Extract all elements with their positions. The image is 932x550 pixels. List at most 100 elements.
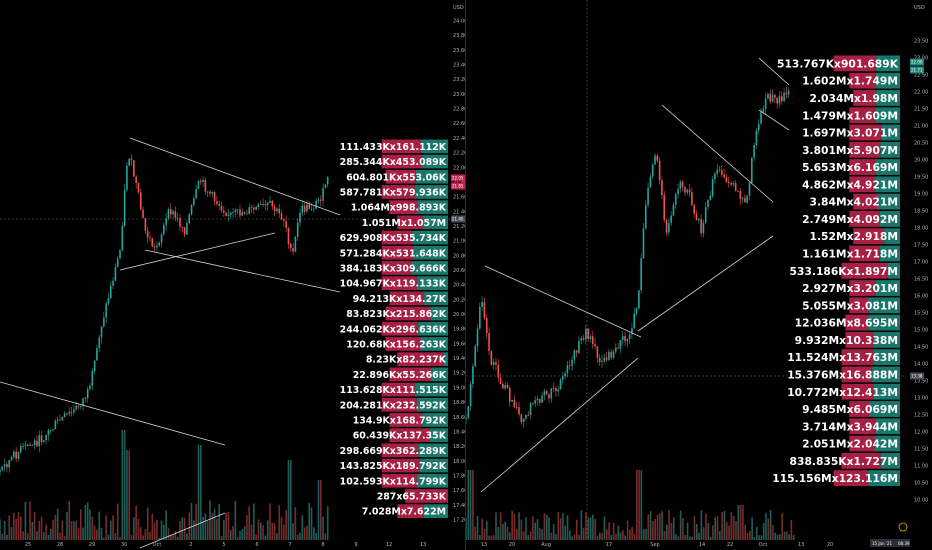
- left-candle: [13, 451, 15, 457]
- volume-profile-sell-bar: [833, 55, 877, 72]
- left-candle: [3, 464, 6, 467]
- left-volume-bar: [241, 529, 244, 540]
- price-tick-label: 20.50: [914, 141, 928, 147]
- price-badge: [451, 182, 465, 190]
- right-volume-bar: [485, 521, 488, 540]
- right-volume-bar: [753, 537, 756, 540]
- volume-profile-sell-bar: [841, 366, 872, 383]
- volume-profile-buy-bar: [429, 428, 448, 442]
- left-candlestick-chart[interactable]: 111.433Kx161.112K 285.344Kx453.089K 604.80…: [0, 0, 465, 550]
- right-candle: [479, 307, 481, 329]
- left-candle: [82, 398, 84, 406]
- volume-profile-sell-bar: [385, 337, 421, 351]
- right-volume-bar: [622, 530, 624, 540]
- left-candle: [139, 192, 142, 210]
- pane-divider[interactable]: [465, 0, 466, 550]
- right-chart-pane[interactable]: 513.767Kx901.689K 1.602Mx1.749M 2.034Mx1.9…: [466, 0, 932, 550]
- volume-profile-label: 629.908Kx535.734K: [340, 233, 447, 244]
- right-volume-bar: [509, 532, 511, 540]
- right-volume-bar: [474, 526, 477, 540]
- right-volume-bar: [682, 518, 684, 540]
- volume-profile-sell-bar: [389, 200, 418, 214]
- time-axis-label: 13: [481, 542, 487, 548]
- left-candle: [199, 180, 202, 182]
- volume-profile-label: 60.439Kx137.35K: [353, 431, 447, 442]
- left-candle: [172, 211, 174, 215]
- right-candle: [711, 179, 714, 196]
- left-candle: [266, 202, 269, 206]
- volume-profile-label: 3.84Mx4.021M: [810, 196, 898, 209]
- right-candle: [529, 403, 532, 416]
- left-volume-bar: [112, 515, 114, 540]
- right-volume-bar: [684, 535, 687, 540]
- price-tick-label: 18.60: [453, 415, 465, 421]
- left-candle: [176, 217, 179, 219]
- right-volume-bar: [596, 535, 599, 540]
- volume-profile-buy-bar: [881, 124, 900, 141]
- left-candle: [93, 360, 96, 372]
- right-volume-bar: [659, 513, 661, 540]
- left-candle: [197, 180, 200, 189]
- volume-profile-label: 94.213Kx134.27K: [353, 294, 447, 305]
- left-candle: [271, 200, 274, 207]
- left-volume-bar: [158, 537, 161, 540]
- volume-profile-label: 11.524Mx13.763M: [787, 351, 898, 364]
- right-candle: [566, 365, 569, 374]
- right-candle: [764, 98, 767, 109]
- left-candle: [326, 176, 329, 185]
- price-tick-label: 24.00: [453, 19, 465, 25]
- left-candle: [52, 428, 54, 431]
- left-candle: [193, 198, 195, 205]
- volume-profile-buy-bar: [875, 418, 900, 435]
- price-badge-label: 22.05: [452, 176, 464, 181]
- volume-profile-label: 83.823Kx215.862K: [346, 309, 446, 320]
- right-candlestick-chart[interactable]: 513.767Kx901.689K 1.602Mx1.749M 2.034Mx1.9…: [466, 0, 932, 550]
- left-chart-pane[interactable]: 111.433Kx161.112K 285.344Kx453.089K 604.80…: [0, 0, 465, 550]
- price-tick-label: 20.00: [914, 158, 928, 164]
- left-candle: [130, 158, 133, 161]
- price-tick-label: 23.60: [453, 48, 465, 54]
- price-tick-label: 17.00: [914, 260, 928, 266]
- left-volume-bar: [322, 516, 324, 540]
- right-candle: [469, 384, 472, 407]
- left-volume-bar: [197, 445, 200, 540]
- right-volume-bar: [709, 537, 712, 540]
- right-candle: [585, 328, 587, 340]
- left-volume-bar: [169, 535, 172, 540]
- volume-profile-buy-bar: [873, 383, 900, 400]
- left-volume-bar: [239, 530, 241, 540]
- right-volume-bar: [624, 535, 627, 540]
- left-candle: [301, 205, 304, 213]
- right-volume-bar: [479, 535, 481, 540]
- left-candle: [190, 204, 193, 215]
- right-candle: [679, 181, 682, 189]
- price-tick-label: 19.00: [453, 385, 465, 391]
- left-candle: [169, 209, 172, 215]
- left-volume-bar: [313, 527, 315, 540]
- volume-profile-sell-bar: [849, 435, 875, 452]
- volume-profile-buy-bar: [443, 352, 448, 366]
- left-candle: [232, 212, 234, 213]
- right-volume-bar: [755, 526, 758, 540]
- left-volume-bar: [206, 521, 209, 540]
- left-candle: [255, 206, 257, 210]
- right-candle: [488, 333, 490, 352]
- left-volume-bar: [107, 534, 110, 540]
- right-volume-bar: [635, 470, 638, 540]
- volume-profile-label: 287x65.733K: [377, 492, 447, 503]
- right-volume-bar: [585, 512, 587, 540]
- price-badge: [451, 215, 465, 223]
- left-candle: [15, 451, 17, 459]
- left-volume-bar: [116, 503, 119, 540]
- right-candle: [497, 364, 500, 378]
- right-candle: [532, 403, 534, 405]
- left-candle: [248, 207, 251, 214]
- left-volume-bar: [218, 504, 221, 540]
- right-candle: [543, 391, 546, 396]
- time-axis-label: Oct: [759, 542, 768, 548]
- right-candle: [601, 360, 603, 362]
- left-candle: [250, 207, 253, 209]
- right-candle: [674, 194, 677, 205]
- right-volume-bar: [691, 536, 693, 540]
- volume-profile-sell-bar: [833, 470, 869, 486]
